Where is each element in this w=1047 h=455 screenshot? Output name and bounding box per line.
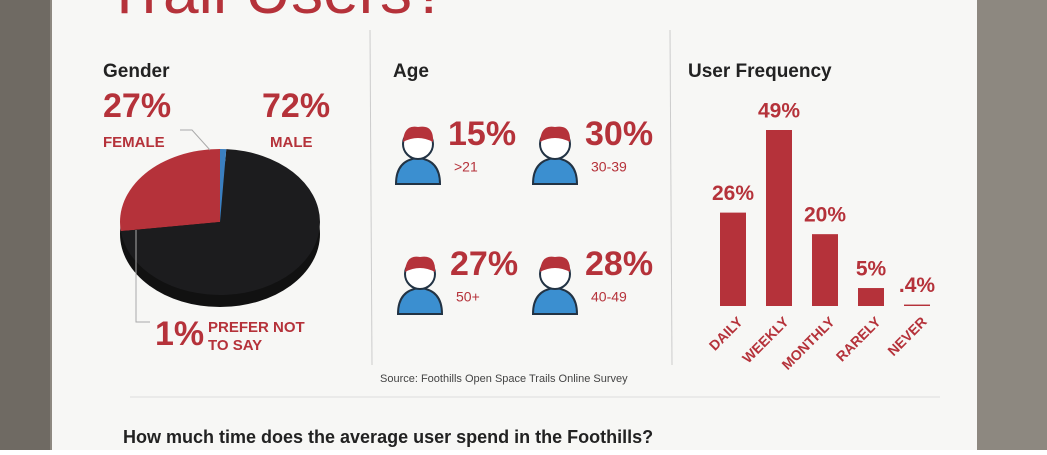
bar: [766, 130, 792, 306]
person-hair: [540, 256, 571, 272]
person-hair: [403, 126, 434, 142]
value-label: 28%: [585, 245, 653, 283]
leader: [180, 129, 211, 151]
question: How much time does the average user spen…: [123, 427, 653, 447]
value-label: 15%: [448, 115, 516, 153]
divider: [669, 29, 673, 366]
chart-title: Gender: [103, 61, 170, 82]
value-label: 49%: [758, 100, 800, 123]
value-label: 30%: [585, 115, 653, 153]
person-hair: [540, 126, 571, 142]
person-hair: [405, 256, 436, 272]
value-label: 27%: [450, 245, 518, 283]
divider: [369, 29, 373, 366]
pie-slice: [119, 149, 220, 232]
source: Source: Foothills Open Space Trails Onli…: [380, 373, 628, 385]
value-label: 20%: [804, 204, 846, 227]
category-label: PREFER NOT TO SAY: [208, 319, 305, 354]
category-label: 30-39: [591, 159, 627, 175]
value-label: 27%: [103, 87, 171, 125]
category-label: MALE: [270, 134, 313, 151]
value-label: 1%: [155, 315, 204, 353]
pie-slice: [120, 149, 320, 295]
bar: [904, 304, 930, 306]
bar: [720, 212, 746, 306]
chart-title: User Frequency: [688, 61, 832, 82]
category-label: 40-49: [591, 289, 627, 305]
chart-title: Age: [393, 61, 429, 82]
category-label: 50+: [456, 289, 480, 305]
category-label: >21: [454, 159, 478, 175]
value-label: .4%: [899, 274, 936, 297]
bar: [812, 234, 838, 306]
bar: [858, 288, 884, 306]
value-label: 72%: [262, 87, 330, 125]
value-label: 5%: [856, 258, 887, 281]
pie-slice: [220, 149, 227, 222]
wall-shadow: [0, 0, 50, 450]
category-label: FEMALE: [103, 134, 165, 151]
value-label: 26%: [712, 182, 754, 205]
poster-title: Trail Users?: [105, 0, 448, 27]
leader: [135, 230, 150, 323]
